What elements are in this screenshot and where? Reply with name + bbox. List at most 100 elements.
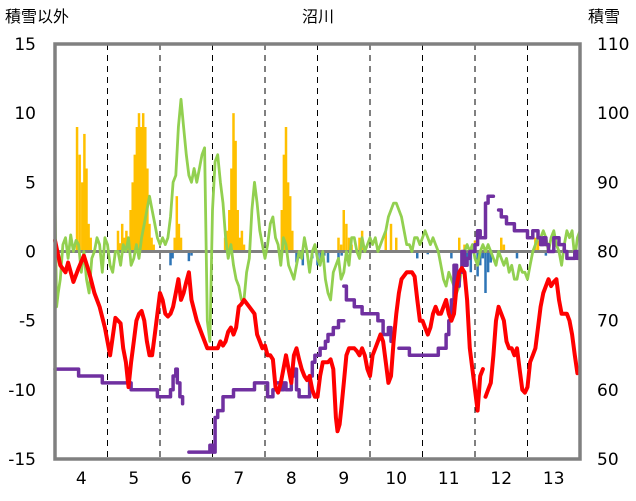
orange-bar-42 — [286, 182, 290, 252]
orange-bar-8 — [118, 243, 122, 252]
blue-bar-11 — [326, 251, 330, 263]
orange-bar-60 — [502, 244, 506, 252]
orange-bar-15 — [133, 154, 137, 252]
orange-bar-3 — [83, 133, 86, 252]
right-axis-label: 積雪 — [588, 7, 620, 26]
orange-bar-39 — [280, 210, 284, 252]
x-tick-label: 13 — [543, 469, 565, 489]
orange-bar-19 — [141, 113, 145, 252]
x-tick-label: 11 — [438, 469, 460, 489]
blue-bar-4 — [295, 251, 298, 263]
right-tick-label: 50 — [597, 450, 619, 470]
chart-title: 沼川 — [302, 7, 334, 26]
orange-bar-23 — [150, 237, 153, 252]
x-tick-label: 9 — [338, 469, 349, 489]
left-tick-label: -5 — [19, 312, 36, 332]
series-line-1 — [483, 277, 580, 399]
orange-bar-18 — [139, 127, 143, 252]
blue-bar-23 — [484, 251, 487, 293]
series-line-5 — [342, 284, 393, 344]
orange-bar-20 — [144, 127, 147, 252]
blue-bar-14 — [416, 251, 419, 259]
orange-bar-44 — [291, 230, 294, 252]
orange-bar-28 — [179, 237, 183, 252]
left-tick-label: -10 — [8, 381, 36, 401]
orange-bar-2 — [81, 182, 84, 252]
series-line-7 — [496, 208, 580, 261]
orange-bar-55 — [395, 237, 398, 252]
orange-bar-46 — [339, 244, 343, 252]
blue-bar-26 — [515, 251, 519, 259]
orange-bar-53 — [384, 230, 387, 252]
orange-bar-7 — [116, 230, 120, 252]
blue-bar-22 — [481, 251, 485, 259]
right-tick-label: 70 — [597, 312, 619, 332]
orange-bar-35 — [236, 210, 239, 252]
blue-bar-13 — [340, 251, 343, 256]
left-axis-label: 積雪以外 — [5, 7, 69, 26]
orange-bar-27 — [177, 223, 181, 252]
x-tick-label: 6 — [181, 469, 192, 489]
series-line-6 — [397, 194, 496, 358]
orange-bar-32 — [230, 168, 233, 252]
blue-bar-12 — [337, 251, 340, 259]
orange-bar-16 — [135, 127, 139, 252]
series-line-2 — [53, 97, 582, 343]
left-tick-labels: 15 10 5 0 -5 -10 -15 — [8, 35, 36, 470]
orange-bar-17 — [137, 113, 141, 252]
left-tick-label: -15 — [8, 450, 36, 470]
orange-bar-54 — [389, 223, 393, 252]
right-tick-label: 100 — [597, 104, 629, 124]
blue-bar-25 — [489, 251, 492, 263]
orange-bar-41 — [284, 127, 288, 252]
orange-bar-48 — [345, 223, 348, 252]
orange-bar-22 — [148, 223, 151, 252]
x-tick-label: 8 — [286, 469, 297, 489]
orange-bar-9 — [120, 223, 124, 252]
series-layer — [53, 97, 582, 454]
orange-bar-49 — [347, 237, 351, 252]
orange-bar-59 — [500, 237, 503, 252]
blue-bar-0 — [169, 251, 172, 266]
x-tick-labels: 4 5 6 7 8 9 10 11 12 13 — [76, 469, 565, 489]
vertical-gridlines — [54, 44, 528, 459]
orange-bar-0 — [75, 127, 79, 252]
blue-bar-1 — [171, 251, 174, 259]
plot-frame — [53, 42, 582, 461]
orange-bar-40 — [282, 154, 286, 252]
orange-bar-43 — [288, 196, 292, 252]
orange-bar-5 — [87, 223, 90, 252]
blue-bar-16 — [450, 251, 453, 259]
orange-bar-13 — [129, 210, 132, 252]
blue-bar-27 — [544, 251, 548, 256]
x-tick-label: 5 — [128, 469, 139, 489]
blue-bar-24 — [486, 251, 490, 273]
orange-bar-45 — [337, 237, 340, 252]
blue-bar-3 — [190, 251, 193, 256]
left-tick-label: 5 — [25, 173, 36, 193]
orange-bar-24 — [152, 244, 155, 252]
right-tick-labels: 110 100 90 80 70 60 50 — [597, 35, 629, 470]
orange-bar-1 — [78, 154, 81, 252]
orange-bar-25 — [173, 237, 176, 252]
orange-bar-36 — [238, 237, 242, 252]
series-line-4 — [187, 318, 346, 454]
orange-bar-6 — [89, 237, 92, 252]
orange-bar-4 — [85, 168, 88, 252]
orange-bar-14 — [131, 182, 134, 252]
blue-bar-19 — [469, 251, 473, 273]
blue-bar-2 — [187, 251, 191, 262]
orange-bar-26 — [175, 196, 179, 252]
orange-bar-37 — [240, 230, 244, 252]
orange-bar-34 — [234, 140, 237, 252]
x-tick-label: 4 — [76, 469, 87, 489]
orange-bar-38 — [242, 244, 246, 252]
series-line-0 — [53, 238, 485, 434]
orange-bar-56 — [458, 237, 461, 252]
right-tick-label: 90 — [597, 173, 619, 193]
left-tick-label: 10 — [14, 104, 36, 124]
x-tick-label: 12 — [490, 469, 512, 489]
right-tick-label: 60 — [597, 381, 619, 401]
orange-bar-31 — [228, 210, 231, 252]
